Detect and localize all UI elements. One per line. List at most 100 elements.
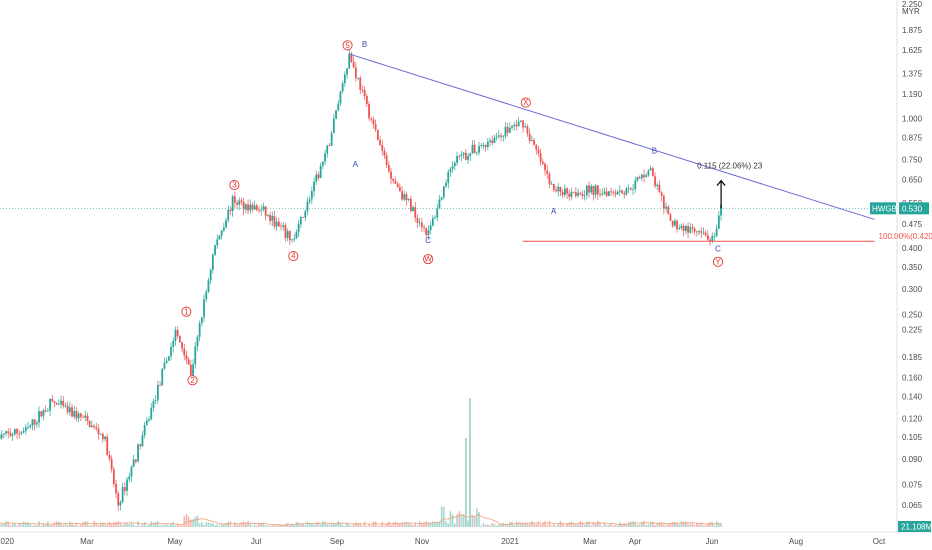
price-axis[interactable]: 2.250 1.875 1.625 1.375 1.190 1.000 0.875 0.750…	[896, 0, 923, 532]
volume-bar	[53, 522, 56, 527]
candle	[304, 209, 307, 222]
candle	[605, 187, 608, 198]
volume-bar	[656, 523, 659, 527]
candle	[645, 172, 648, 178]
price-tick-label: 1.000	[902, 115, 923, 124]
candle	[143, 421, 146, 439]
candle	[5, 430, 7, 437]
candle	[38, 406, 40, 428]
candlesticks	[0, 48, 722, 511]
wave-label-letter: A	[551, 207, 557, 216]
candle	[596, 184, 599, 201]
candle	[280, 222, 282, 231]
volume-bar	[297, 522, 300, 527]
candle	[137, 443, 139, 463]
candle	[324, 149, 326, 165]
time-tick-label: 2020	[0, 537, 14, 546]
volume-bar	[220, 523, 223, 527]
candle	[640, 173, 643, 182]
candle	[500, 132, 502, 142]
volume-bar	[58, 521, 60, 527]
price-tick-label: 1.625	[902, 46, 923, 55]
volume-bar	[630, 521, 632, 527]
time-tick-label: Nov	[415, 537, 429, 546]
volume-bar	[176, 523, 179, 527]
volume-bar	[436, 522, 439, 527]
volume-badge: 21.108M	[898, 521, 932, 532]
volume-bar	[689, 524, 692, 527]
candle	[614, 189, 617, 198]
candle	[497, 130, 500, 140]
svg-text:W: W	[424, 255, 432, 264]
candle	[717, 210, 720, 230]
candle	[568, 189, 571, 201]
candle	[110, 455, 113, 473]
time-axis[interactable]: 2020 Mar May Jul Sep Nov 2021 Mar Apr Jun Aug Oct	[0, 531, 932, 546]
candle	[291, 238, 293, 243]
volume-bar	[487, 524, 489, 527]
time-tick-label: Jun	[706, 537, 719, 546]
candle	[319, 162, 322, 179]
candle	[618, 185, 621, 196]
candle	[649, 165, 652, 171]
candle	[425, 227, 428, 238]
volume-bar	[227, 521, 230, 527]
volume-bar	[524, 523, 527, 527]
volume-bar	[702, 525, 705, 527]
candle	[566, 187, 568, 199]
volume-bar	[190, 519, 192, 527]
candle	[693, 226, 696, 236]
volume-bar	[135, 525, 137, 527]
volume-bar	[168, 525, 170, 527]
volume-bar	[372, 521, 375, 527]
volume-bar	[108, 521, 111, 527]
volume-bar	[132, 524, 135, 527]
candle	[249, 199, 252, 214]
candle	[363, 86, 366, 101]
candle	[242, 198, 245, 216]
candle	[537, 145, 540, 157]
candle	[546, 165, 549, 179]
candle	[423, 224, 425, 233]
volume-bar	[141, 524, 144, 527]
volume-bar	[623, 523, 626, 527]
candle	[141, 431, 144, 447]
candle	[698, 229, 700, 236]
volume-bar	[469, 398, 471, 527]
volume-bar	[44, 524, 47, 527]
candle	[713, 232, 716, 242]
volume-bar	[119, 522, 122, 527]
candle	[99, 433, 102, 436]
time-tick-label: Sep	[330, 537, 345, 546]
candle	[75, 407, 78, 422]
candle	[269, 211, 271, 226]
volume-bar	[126, 523, 128, 527]
volume-bar	[693, 525, 696, 527]
candle	[295, 229, 298, 240]
volume-bar	[625, 524, 628, 527]
volume-bar	[634, 521, 637, 527]
volume-bar	[394, 521, 397, 527]
volume-bar	[480, 525, 483, 527]
candle	[53, 400, 56, 408]
price-tick-label: 0.250	[902, 311, 923, 320]
candle	[297, 220, 300, 237]
price-tick-label: 0.065	[902, 501, 923, 510]
candle	[588, 181, 590, 198]
candle	[667, 204, 670, 215]
volume-bar	[258, 523, 260, 527]
candle	[24, 423, 27, 435]
wave-label-letter: C	[715, 245, 721, 254]
candle	[638, 175, 641, 179]
candle	[93, 424, 95, 430]
descending-trendline[interactable]	[348, 53, 875, 220]
currency-label: MYR	[902, 7, 920, 16]
volume-moving-average-line	[0, 514, 722, 526]
candle	[178, 335, 181, 343]
candle	[40, 411, 43, 418]
candle	[447, 169, 450, 189]
volume-bar	[293, 524, 296, 527]
time-tick-label: Aug	[789, 537, 803, 546]
volume-bar	[405, 521, 408, 527]
